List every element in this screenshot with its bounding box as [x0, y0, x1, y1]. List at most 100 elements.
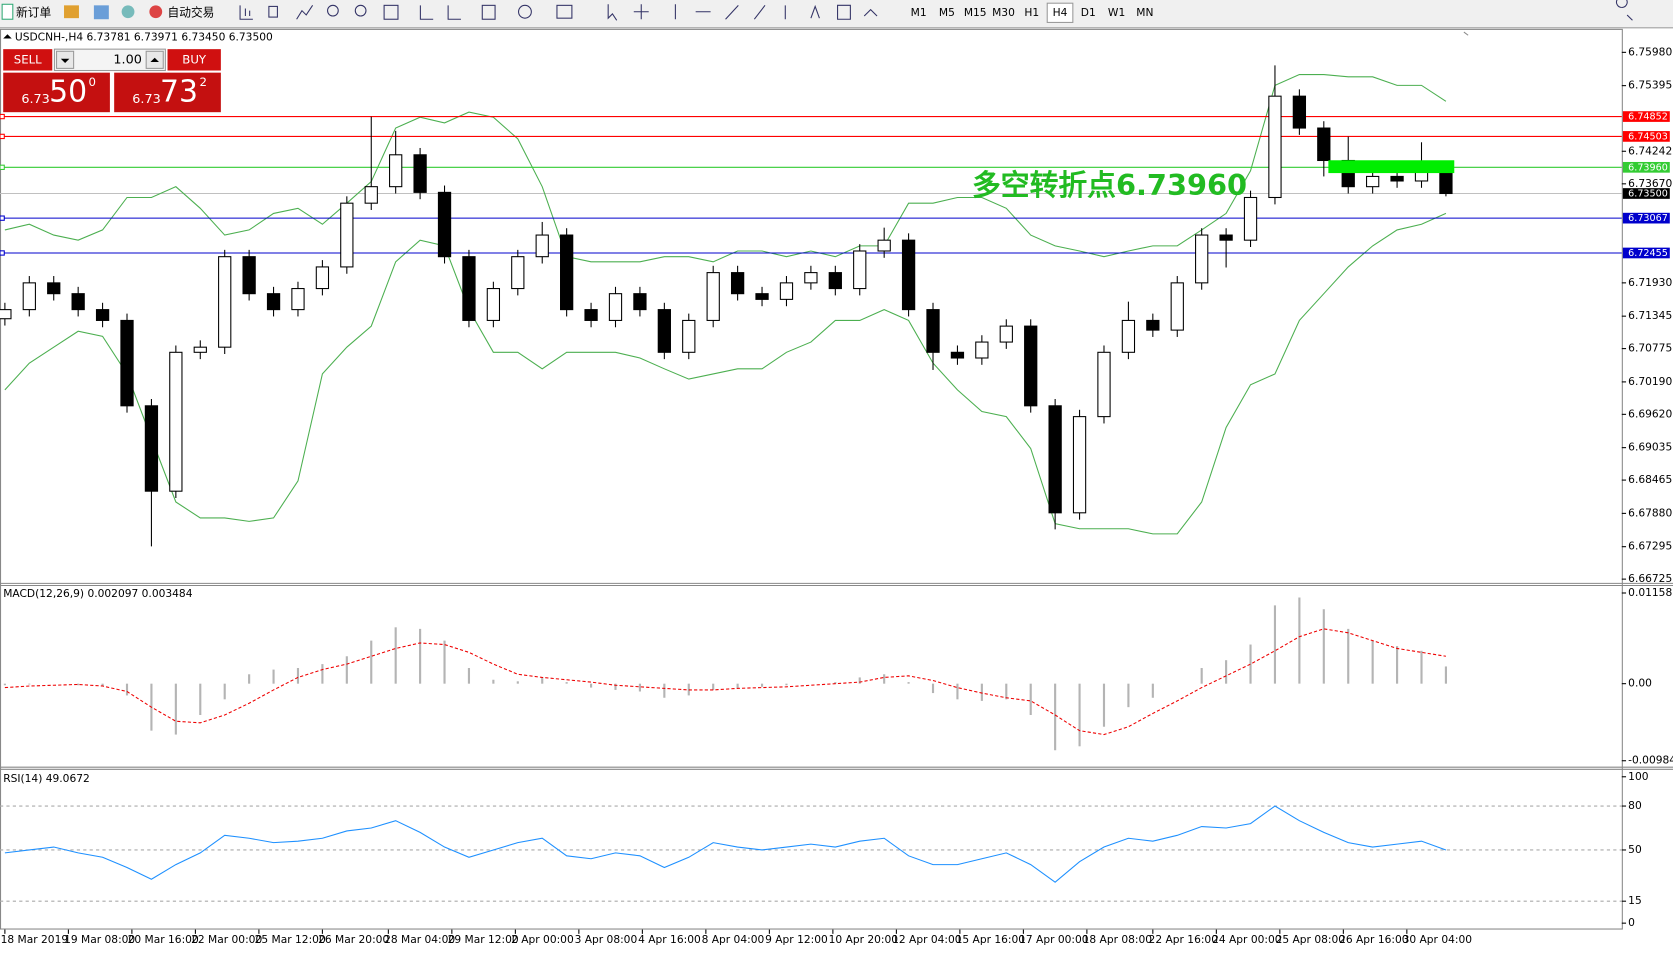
y-tick-label: 15	[1628, 894, 1642, 907]
toolbar-icon[interactable]	[64, 5, 79, 19]
indicators[interactable]	[481, 4, 496, 20]
candle-body	[1317, 127, 1331, 162]
candle-body	[413, 154, 427, 193]
timeframe-button[interactable]: MN	[1136, 6, 1153, 19]
candle-body	[950, 351, 965, 359]
candle-body	[730, 272, 745, 295]
candle-body	[364, 186, 378, 204]
sell-button[interactable]	[3, 49, 53, 71]
sell-label[interactable]: SELL	[14, 52, 42, 66]
timeframe-bar: M1 M5 M15 M30 H1 H4 D1 W1 MN	[911, 2, 1153, 23]
candle-body	[1219, 234, 1233, 241]
drawing-tools[interactable]	[633, 4, 786, 20]
toolbar-icon[interactable]	[93, 5, 109, 20]
candle-body	[340, 202, 354, 268]
buy-button[interactable]	[167, 49, 221, 71]
x-tick-label: 24 Apr 00:00	[1212, 933, 1282, 946]
rsi-header: RSI(14) 49.0672	[3, 772, 90, 785]
cursor[interactable]	[607, 4, 618, 21]
y-tick-label: -0.009845	[1628, 754, 1673, 767]
candle-body	[462, 256, 476, 321]
candle-body	[95, 309, 110, 321]
rsi-pane: 100 80 50 15 0	[0, 770, 1649, 929]
price-level-label: 6.73960	[1628, 162, 1668, 173]
buy-price-big: 6.73	[132, 92, 160, 107]
candle-body	[169, 351, 183, 492]
candle-body	[682, 319, 696, 353]
search-icon[interactable]	[1616, 0, 1633, 21]
one-click-trading-panel: SELL 1.00 BUY 6.73 50 0 6.73 73 2	[3, 48, 221, 113]
x-tick-label: 20 Mar 16:00	[128, 933, 199, 946]
timeframe-button[interactable]: W1	[1108, 6, 1125, 19]
candle-body	[266, 293, 281, 311]
y-tick-label: 6.71930	[1628, 276, 1672, 289]
candle-body	[779, 282, 794, 300]
candle-body	[291, 288, 305, 311]
candle-body	[315, 266, 330, 290]
price-level-tag	[1622, 247, 1670, 259]
price-level-marker	[0, 133, 5, 140]
bollinger-band	[4, 74, 1447, 263]
timeframe-button[interactable]: M1	[911, 6, 927, 19]
y-tick-label: 50	[1628, 843, 1642, 856]
candle-body	[535, 234, 549, 258]
rsi-line	[4, 805, 1447, 883]
candle-body	[804, 272, 818, 284]
x-tick-label: 30 Apr 04:00	[1403, 933, 1473, 946]
new-order-button[interactable]: 新订单	[16, 5, 51, 19]
macd-header: MACD(12,26,9) 0.002097 0.003484	[3, 587, 192, 600]
drawing-tools[interactable]	[810, 4, 878, 20]
line-tool[interactable]	[296, 5, 314, 20]
x-tick-label: 22 Mar 00:00	[191, 933, 262, 946]
timeframe-button[interactable]: D1	[1081, 6, 1096, 19]
scroll-tools[interactable]	[419, 5, 461, 20]
new-order-icon[interactable]	[1, 3, 14, 20]
lot-up-arrow	[150, 57, 159, 62]
y-tick-label: 80	[1628, 799, 1642, 812]
macd-pane: 0.011583 0.00 -0.009845	[3, 586, 1673, 767]
y-tick-label: 6.69035	[1628, 441, 1672, 454]
timeframe-button[interactable]: H1	[1024, 6, 1039, 19]
zoom-out[interactable]	[354, 4, 367, 17]
sell-price-box[interactable]	[3, 72, 110, 113]
periods[interactable]	[518, 4, 532, 19]
x-tick-label: 19 Mar 08:00	[64, 933, 135, 946]
timeframe-button[interactable]: M30	[992, 6, 1015, 19]
candle-body	[1390, 175, 1404, 182]
x-tick-label: 26 Mar 20:00	[318, 933, 389, 946]
candle-body	[657, 309, 671, 353]
candle-body	[926, 309, 940, 353]
candle-body	[120, 319, 134, 407]
candle-body	[144, 405, 159, 492]
toolbar-icon[interactable]	[121, 5, 135, 19]
templates[interactable]	[556, 4, 573, 19]
price-level-label: 6.72455	[1628, 248, 1668, 259]
buy-label[interactable]: BUY	[182, 52, 207, 66]
price-level-label: 6.74503	[1628, 131, 1668, 142]
candle-body	[218, 256, 232, 348]
candle-body	[633, 293, 647, 311]
price-pane: 6.75980 6.75395 6.74242 6.73670 6.71930 6.713…	[0, 45, 1672, 585]
candle-body	[1439, 170, 1453, 195]
x-tick-label: 3 Apr 08:00	[575, 933, 638, 946]
buy-price-box[interactable]	[114, 72, 221, 113]
zoom-in[interactable]	[327, 4, 339, 17]
bar-chart-tool[interactable]	[239, 5, 253, 20]
auto-trading-button[interactable]: 自动交易	[168, 5, 215, 19]
candle-body	[1292, 95, 1307, 129]
auto-trading-icon[interactable]	[149, 5, 163, 19]
candle-tool[interactable]	[268, 5, 278, 18]
candle-body	[71, 293, 85, 311]
tile-windows[interactable]	[383, 4, 399, 20]
y-tick-label: 6.73670	[1628, 177, 1672, 190]
timeframe-button[interactable]: M15	[964, 6, 987, 19]
corner-mark	[1463, 31, 1469, 36]
timeframe-button[interactable]: M5	[939, 6, 955, 19]
timeframe-button[interactable]: H4	[1053, 6, 1068, 19]
candle-body	[1170, 282, 1184, 331]
y-tick-label: 100	[1628, 770, 1649, 783]
y-tick-label: 6.70190	[1628, 375, 1672, 388]
lot-size[interactable]: 1.00	[113, 52, 141, 67]
buy-price-pips: 73	[160, 74, 198, 109]
candle-body	[0, 309, 12, 320]
